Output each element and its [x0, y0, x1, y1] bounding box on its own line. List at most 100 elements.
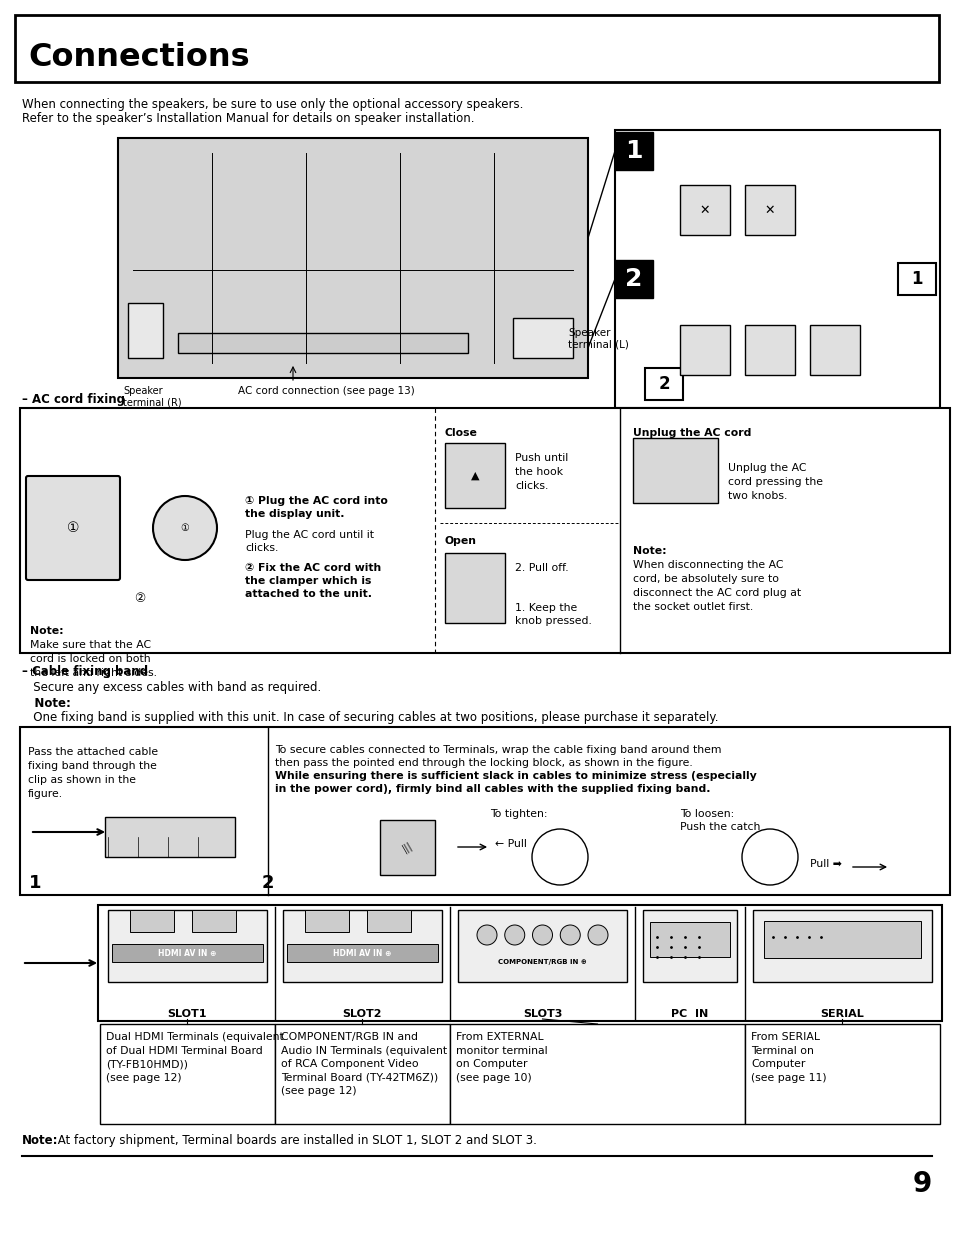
- Text: HDMI AV IN ⊕: HDMI AV IN ⊕: [158, 948, 216, 957]
- FancyBboxPatch shape: [752, 910, 931, 982]
- Circle shape: [152, 496, 216, 559]
- Text: From EXTERNAL
monitor terminal
on Computer
(see page 10): From EXTERNAL monitor terminal on Comput…: [456, 1032, 547, 1083]
- Text: 2. Pull off.: 2. Pull off.: [515, 563, 568, 573]
- FancyBboxPatch shape: [112, 944, 263, 962]
- Text: 2: 2: [261, 874, 274, 892]
- FancyBboxPatch shape: [444, 553, 504, 622]
- FancyBboxPatch shape: [615, 130, 939, 408]
- Circle shape: [504, 925, 524, 945]
- Text: ②: ②: [134, 592, 146, 604]
- FancyBboxPatch shape: [809, 325, 859, 375]
- FancyBboxPatch shape: [15, 15, 938, 82]
- FancyBboxPatch shape: [649, 923, 729, 957]
- Text: Unplug the AC cord: Unplug the AC cord: [633, 429, 751, 438]
- Text: Note:: Note:: [22, 1134, 58, 1147]
- FancyBboxPatch shape: [26, 475, 120, 580]
- FancyBboxPatch shape: [98, 905, 941, 1021]
- Text: To loosen:
Push the catch: To loosen: Push the catch: [679, 809, 760, 832]
- FancyBboxPatch shape: [615, 132, 652, 170]
- Text: Make sure that the AC
cord is locked on both
the left and right sides.: Make sure that the AC cord is locked on …: [30, 640, 157, 678]
- FancyBboxPatch shape: [897, 263, 935, 295]
- Text: ← Pull: ← Pull: [495, 839, 526, 848]
- Text: ①: ①: [180, 522, 190, 534]
- Circle shape: [532, 925, 552, 945]
- Text: At factory shipment, Terminal boards are installed in SLOT 1, SLOT 2 and SLOT 3.: At factory shipment, Terminal boards are…: [54, 1134, 537, 1147]
- Text: When connecting the speakers, be sure to use only the optional accessory speaker: When connecting the speakers, be sure to…: [22, 98, 523, 111]
- Circle shape: [559, 925, 579, 945]
- Text: Pass the attached cable
fixing band through the
clip as shown in the
figure.: Pass the attached cable fixing band thro…: [28, 747, 158, 799]
- FancyBboxPatch shape: [20, 408, 949, 653]
- FancyBboxPatch shape: [744, 325, 794, 375]
- FancyBboxPatch shape: [131, 910, 174, 932]
- FancyBboxPatch shape: [366, 910, 411, 932]
- FancyBboxPatch shape: [615, 261, 652, 298]
- FancyBboxPatch shape: [118, 138, 587, 378]
- Text: Note:: Note:: [633, 546, 666, 556]
- FancyBboxPatch shape: [192, 910, 235, 932]
- Text: in the power cord), firmly bind all cables with the supplied fixing band.: in the power cord), firmly bind all cabl…: [274, 784, 710, 794]
- FancyBboxPatch shape: [644, 368, 682, 400]
- Text: ✕: ✕: [764, 204, 775, 216]
- FancyBboxPatch shape: [305, 910, 349, 932]
- Text: COMPONENT/RGB IN ⊕: COMPONENT/RGB IN ⊕: [497, 960, 586, 965]
- Text: – AC cord fixing: – AC cord fixing: [22, 393, 125, 406]
- Text: One fixing band is supplied with this unit. In case of securing cables at two po: One fixing band is supplied with this un…: [22, 711, 718, 724]
- FancyBboxPatch shape: [178, 333, 468, 353]
- FancyBboxPatch shape: [105, 818, 234, 857]
- Text: Dual HDMI Terminals (equivalent
of Dual HDMI Terminal Board
(TY-FB10HMD))
(see p: Dual HDMI Terminals (equivalent of Dual …: [106, 1032, 283, 1083]
- FancyBboxPatch shape: [763, 921, 920, 958]
- FancyBboxPatch shape: [100, 1024, 274, 1124]
- Text: Push until
the hook
clicks.: Push until the hook clicks.: [515, 453, 568, 492]
- FancyBboxPatch shape: [283, 910, 441, 982]
- Text: AC cord connection (see page 13): AC cord connection (see page 13): [237, 387, 415, 396]
- Text: 2: 2: [658, 375, 669, 393]
- Text: SLOT2: SLOT2: [342, 1009, 382, 1019]
- FancyBboxPatch shape: [744, 185, 794, 235]
- Text: 1: 1: [29, 874, 41, 892]
- FancyBboxPatch shape: [513, 317, 573, 358]
- Text: |||: |||: [399, 840, 414, 853]
- Text: SLOT1: SLOT1: [168, 1009, 207, 1019]
- Text: SERIAL: SERIAL: [820, 1009, 863, 1019]
- FancyBboxPatch shape: [274, 1024, 450, 1124]
- FancyBboxPatch shape: [744, 1024, 939, 1124]
- Text: Plug the AC cord until it
clicks.: Plug the AC cord until it clicks.: [245, 530, 374, 553]
- FancyBboxPatch shape: [642, 910, 737, 982]
- Text: From SERIAL
Terminal on
Computer
(see page 11): From SERIAL Terminal on Computer (see pa…: [750, 1032, 825, 1083]
- FancyBboxPatch shape: [128, 303, 163, 358]
- FancyBboxPatch shape: [450, 1024, 744, 1124]
- Text: Speaker
terminal (R): Speaker terminal (R): [123, 387, 181, 408]
- FancyBboxPatch shape: [379, 820, 435, 876]
- FancyBboxPatch shape: [20, 727, 949, 895]
- Text: 2: 2: [624, 267, 642, 291]
- Circle shape: [587, 925, 607, 945]
- FancyBboxPatch shape: [457, 910, 626, 982]
- Text: ② Fix the AC cord with
the clamper which is
attached to the unit.: ② Fix the AC cord with the clamper which…: [245, 563, 381, 599]
- Text: Pull ➡: Pull ➡: [809, 860, 841, 869]
- FancyBboxPatch shape: [679, 185, 729, 235]
- Text: 1: 1: [624, 140, 642, 163]
- Text: – Cable fixing band: – Cable fixing band: [22, 664, 148, 678]
- Text: ▲: ▲: [470, 471, 478, 480]
- Text: While ensuring there is sufficient slack in cables to minimize stress (especiall: While ensuring there is sufficient slack…: [274, 771, 756, 781]
- Text: 1. Keep the
knob pressed.: 1. Keep the knob pressed.: [515, 603, 591, 626]
- Text: then pass the pointed end through the locking block, as shown in the figure.: then pass the pointed end through the lo…: [274, 758, 692, 768]
- Text: Unplug the AC
cord pressing the
two knobs.: Unplug the AC cord pressing the two knob…: [727, 463, 822, 501]
- Text: SLOT3: SLOT3: [522, 1009, 561, 1019]
- Text: 1: 1: [910, 270, 922, 288]
- Text: When disconnecting the AC
cord, be absolutely sure to
disconnect the AC cord plu: When disconnecting the AC cord, be absol…: [633, 559, 801, 613]
- Text: Connections: Connections: [28, 42, 250, 73]
- Text: Open: Open: [444, 536, 476, 546]
- FancyBboxPatch shape: [679, 325, 729, 375]
- Circle shape: [476, 925, 497, 945]
- Text: Secure any excess cables with band as required.: Secure any excess cables with band as re…: [22, 680, 321, 694]
- FancyBboxPatch shape: [633, 438, 718, 503]
- Text: ① Plug the AC cord into
the display unit.: ① Plug the AC cord into the display unit…: [245, 496, 388, 519]
- FancyBboxPatch shape: [444, 443, 504, 508]
- Text: ✕: ✕: [699, 204, 709, 216]
- FancyBboxPatch shape: [108, 910, 267, 982]
- Text: COMPONENT/RGB IN and
Audio IN Terminals (equivalent
of RCA Component Video
Termi: COMPONENT/RGB IN and Audio IN Terminals …: [281, 1032, 447, 1097]
- Text: 9: 9: [912, 1170, 931, 1198]
- Text: HDMI AV IN ⊕: HDMI AV IN ⊕: [333, 948, 392, 957]
- Text: ①: ①: [67, 521, 79, 535]
